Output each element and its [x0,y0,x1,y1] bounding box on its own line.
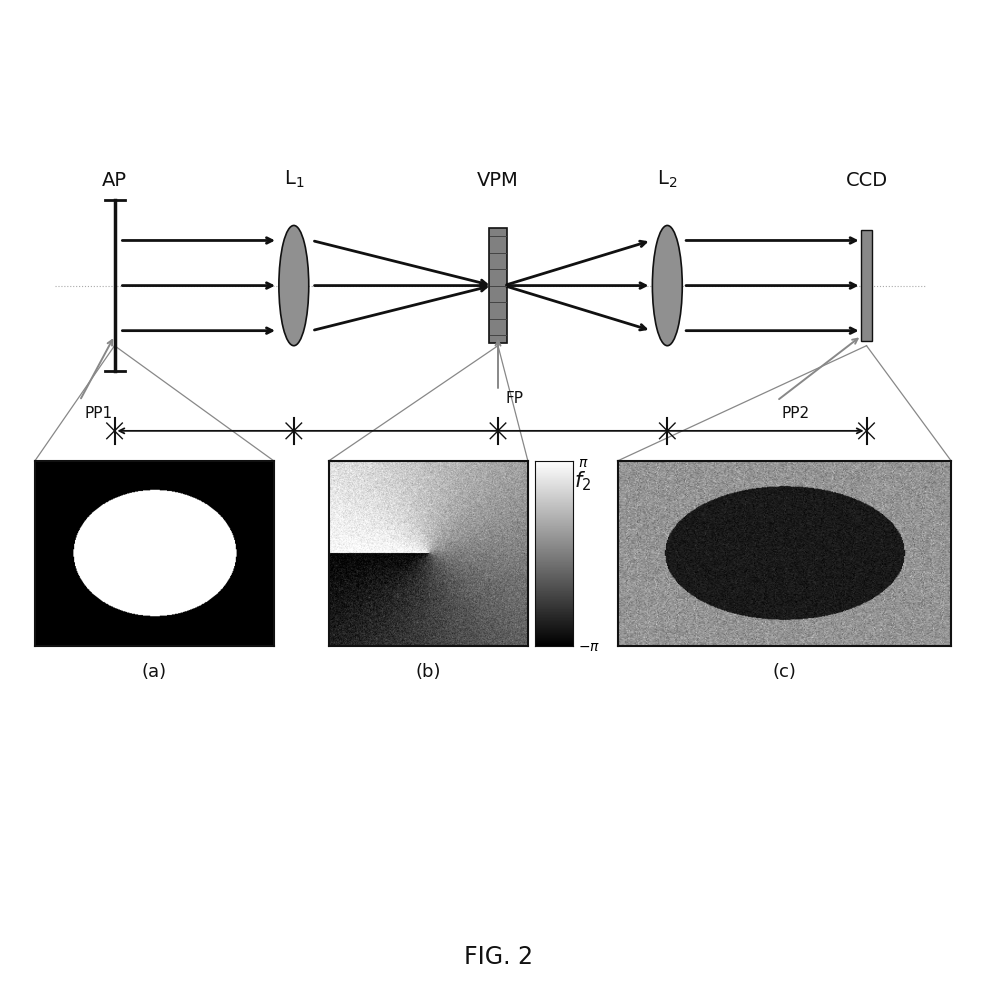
Text: FIG. 2: FIG. 2 [463,945,533,969]
Text: (b): (b) [415,663,441,681]
Text: $f_2$: $f_2$ [574,469,592,493]
Text: (c): (c) [773,663,796,681]
Text: (a): (a) [141,663,167,681]
Text: PP2: PP2 [782,406,810,421]
Ellipse shape [279,225,309,346]
Text: CCD: CCD [846,171,887,190]
Text: L$_2$: L$_2$ [657,169,677,190]
Text: FP: FP [506,391,524,406]
Bar [861,230,872,341]
Text: $f_1$: $f_1$ [387,469,404,493]
Text: $f_1$: $f_1$ [195,469,213,493]
Text: VPM: VPM [477,171,519,190]
Bar [489,228,507,344]
Text: L$_1$: L$_1$ [284,169,304,190]
Ellipse shape [652,225,682,346]
Text: $f_2$: $f_2$ [758,469,776,493]
Text: PP1: PP1 [85,406,113,421]
Text: AP: AP [102,171,127,190]
